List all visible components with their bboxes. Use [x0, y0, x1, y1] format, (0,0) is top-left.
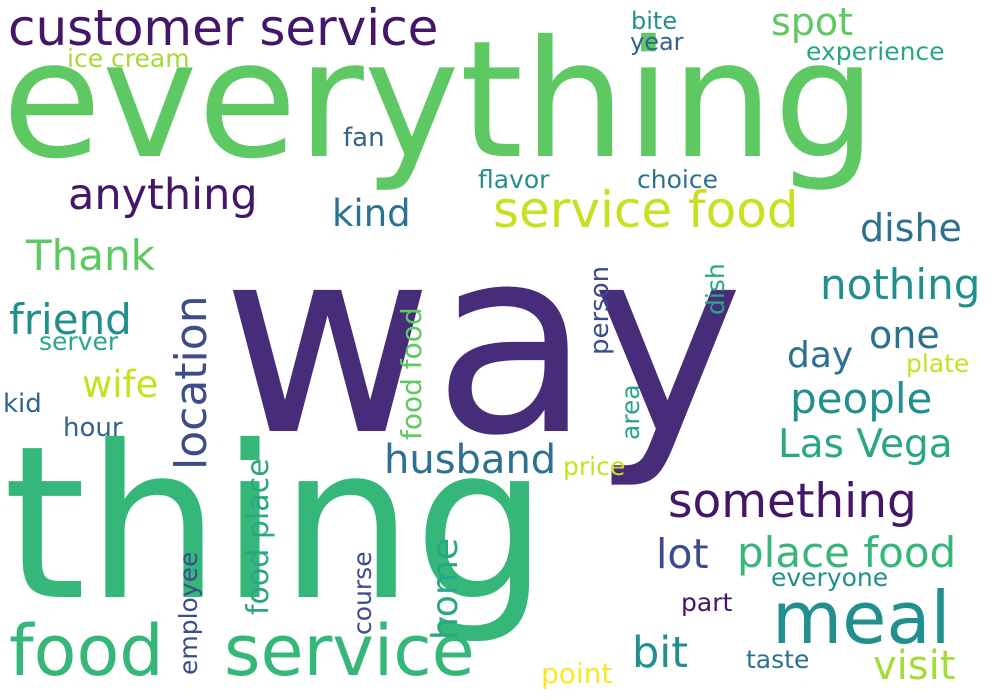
- word-choice: choice: [637, 165, 718, 194]
- word-thing: thing: [3, 400, 549, 647]
- word-visit: visit: [873, 643, 956, 689]
- word-people: people: [790, 374, 933, 423]
- word-wife: wife: [82, 363, 159, 406]
- word-server: server: [39, 327, 119, 356]
- word-food-place: food place: [241, 458, 276, 615]
- word-course: course: [348, 551, 377, 635]
- word-fan: fan: [343, 123, 385, 153]
- word-service-food: service food: [493, 181, 799, 239]
- word-lot: lot: [656, 530, 709, 578]
- word-dishe: dishe: [860, 206, 962, 250]
- word-home: home: [425, 537, 466, 640]
- word-husband: husband: [384, 437, 557, 483]
- word-experience: experience: [806, 37, 945, 66]
- word-flavor: flavor: [478, 165, 550, 194]
- word-bite: bite: [631, 7, 678, 35]
- word-customer-service: customer service: [8, 0, 439, 57]
- word-employee: employee: [174, 551, 203, 675]
- word-taste: taste: [746, 645, 810, 674]
- word-year: year: [630, 28, 684, 56]
- word-something: something: [668, 474, 917, 529]
- word-kid: kid: [3, 389, 42, 419]
- word-spot: spot: [771, 0, 854, 44]
- word-nothing: nothing: [820, 260, 981, 309]
- word-las-vega: Las Vega: [778, 422, 953, 467]
- word-point: point: [541, 657, 613, 690]
- word-price: price: [563, 452, 626, 481]
- word-dish: dish: [701, 263, 730, 315]
- word-meal: meal: [772, 576, 951, 660]
- word-bit: bit: [632, 628, 689, 678]
- word-area: area: [616, 384, 645, 440]
- word-part: part: [681, 588, 733, 617]
- word-service: service: [224, 610, 475, 692]
- word-plate: plate: [906, 349, 970, 378]
- word-thank: Thank: [26, 231, 155, 280]
- word-hour: hour: [63, 413, 123, 443]
- word-anything: anything: [68, 170, 258, 220]
- word-one: one: [869, 313, 940, 357]
- word-location: location: [166, 295, 217, 470]
- word-way: way: [222, 192, 744, 492]
- word-everything: everything: [2, 7, 877, 195]
- word-place-food: place food: [737, 528, 957, 577]
- word-person: person: [585, 265, 615, 355]
- word-food-food: food food: [395, 307, 428, 440]
- word-food: food: [9, 610, 164, 692]
- word-day: day: [787, 335, 854, 376]
- word-everyone: everyone: [771, 563, 889, 592]
- word-friend: friend: [9, 295, 132, 344]
- word-kind: kind: [332, 192, 411, 235]
- word-ice-cream: ice cream: [67, 44, 190, 73]
